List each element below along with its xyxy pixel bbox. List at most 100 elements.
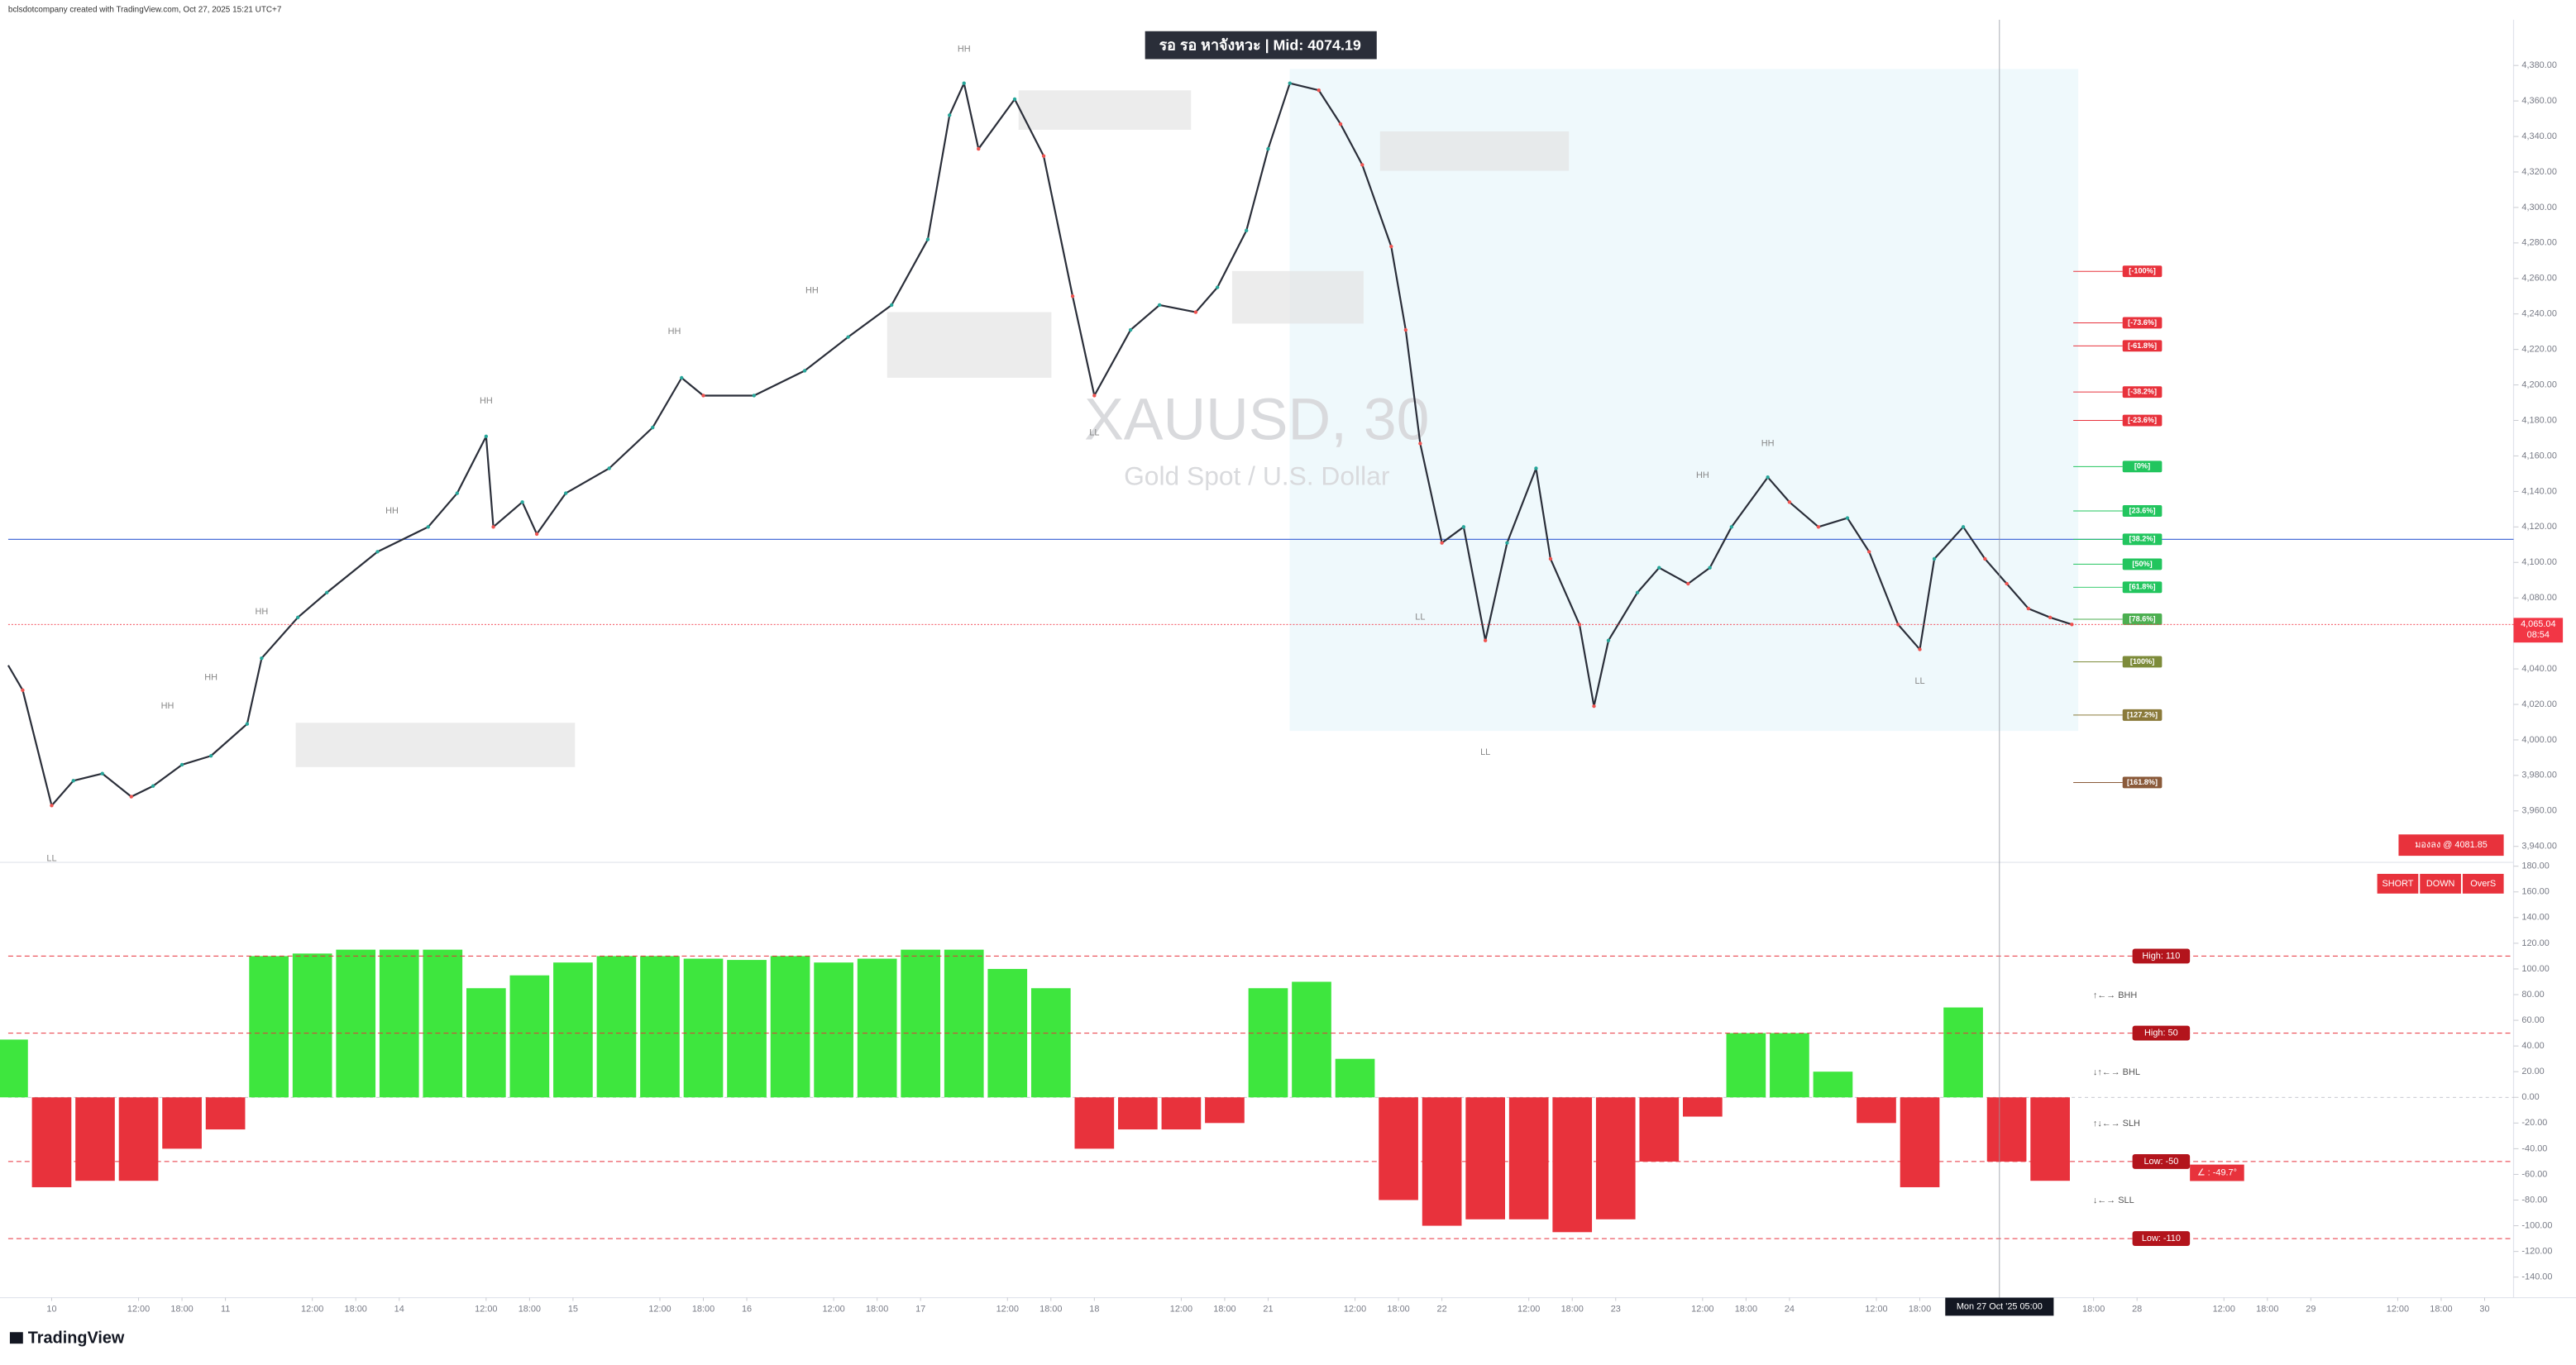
price-point [2048, 615, 2053, 619]
y-tick-label: 4,260.00 [2521, 274, 2556, 284]
histogram-bar [1943, 1007, 1983, 1098]
histogram-bar [640, 956, 680, 1098]
supply-zone [887, 312, 1052, 378]
price-point [802, 369, 807, 373]
price-point [50, 804, 54, 808]
fib-box [2122, 505, 2163, 517]
price-point [375, 550, 380, 554]
x-tick-label: 12:00 [1691, 1304, 1713, 1314]
histogram-bar [1813, 1071, 1853, 1098]
watermark-description: Gold Spot / U.S. Dollar [1124, 461, 1390, 491]
price-point [129, 795, 133, 799]
price-point [520, 500, 524, 504]
price-point [1245, 228, 1249, 233]
x-tick-label: 18:00 [2256, 1304, 2278, 1314]
y-tick-label: 80.00 [2521, 990, 2544, 1000]
price-point [260, 656, 264, 661]
x-tick-label: 18:00 [1735, 1304, 1757, 1314]
histogram-bar [1379, 1097, 1418, 1200]
x-tick-label: 10 [46, 1304, 56, 1314]
histogram-bar [596, 956, 637, 1098]
y-tick-label: 3,960.00 [2521, 806, 2556, 816]
y-tick-label: 4,340.00 [2521, 131, 2556, 141]
price-point [484, 434, 489, 439]
swing-label: LL [1914, 676, 1924, 686]
price-point [1635, 590, 1640, 594]
current-price-box [2513, 618, 2564, 643]
histogram-bar [1639, 1097, 1680, 1162]
logo-text: TradingView [28, 1329, 125, 1347]
histogram-bar [1726, 1033, 1766, 1098]
crosshair-box [1945, 1297, 2054, 1316]
x-tick-label: 18:00 [866, 1304, 888, 1314]
x-tick-label: 18:00 [345, 1304, 367, 1314]
price-point [977, 146, 981, 151]
price-point [1215, 285, 1220, 289]
y-tick-label: -40.00 [2521, 1143, 2547, 1153]
x-tick-label: 18:00 [2430, 1304, 2452, 1314]
level-label: High: 110 [2142, 951, 2180, 961]
histogram-bar [814, 962, 853, 1098]
price-point [1360, 163, 1364, 167]
y-tick-label: 20.00 [2521, 1067, 2544, 1076]
swing-label: HH [1696, 470, 1709, 480]
fib-label: [100%] [2130, 657, 2154, 666]
level-label: High: 50 [2144, 1028, 2178, 1038]
histogram-bar [423, 949, 463, 1098]
fib-box [2122, 414, 2163, 427]
histogram-bar [292, 953, 332, 1098]
x-tick-label: 12:00 [301, 1304, 323, 1314]
price-point [2005, 581, 2009, 586]
swing-label: HH [668, 327, 681, 336]
price-point [1266, 146, 1270, 151]
x-tick-label: 18:00 [519, 1304, 541, 1314]
y-tick-label: -20.00 [2521, 1118, 2547, 1128]
x-tick-label: 12:00 [127, 1304, 150, 1314]
x-tick-label: 18:00 [2082, 1304, 2105, 1314]
fib-label: [161.8%] [2127, 778, 2158, 786]
histogram-bar [205, 1097, 246, 1130]
price-point [1288, 81, 1292, 85]
header-title: bclsdotcompany created with TradingView.… [8, 6, 282, 15]
y-tick-label: 4,080.00 [2521, 593, 2556, 603]
histogram-bar [683, 958, 724, 1098]
side-label: ↓←→ SLL [2093, 1196, 2134, 1205]
histogram-bar [249, 956, 289, 1098]
fib-box [2122, 776, 2163, 789]
x-tick-label: 12:00 [648, 1304, 671, 1314]
price-point [607, 466, 611, 470]
y-tick-label: 60.00 [2521, 1015, 2544, 1025]
price-point [455, 491, 459, 495]
histogram-bar [1161, 1097, 1202, 1130]
x-tick-label: 12:00 [1517, 1304, 1540, 1314]
swing-label: HH [256, 607, 269, 617]
y-tick-label: 120.00 [2521, 938, 2549, 948]
y-tick-label: 3,940.00 [2521, 842, 2556, 852]
supply-zone [1018, 90, 1192, 130]
swing-label: HH [480, 396, 493, 406]
histogram-bar [1030, 988, 1071, 1098]
price-point [1157, 303, 1162, 308]
x-tick-label: 18:00 [1909, 1304, 1931, 1314]
price-point [1128, 327, 1133, 332]
swing-label: HH [958, 45, 971, 55]
histogram-bar [509, 975, 550, 1098]
y-tick-label: 4,380.00 [2521, 60, 2556, 70]
fib-label: [78.6%] [2129, 614, 2156, 623]
price-point [701, 394, 705, 398]
y-tick-label: 4,320.00 [2521, 167, 2556, 177]
fib-box [2122, 581, 2163, 594]
price-point [563, 491, 568, 495]
x-tick-label: 21 [1263, 1304, 1273, 1314]
price-point [1816, 525, 1821, 529]
histogram-bar [379, 949, 419, 1098]
crosshair-label: Mon 27 Oct '25 05:00 [1957, 1301, 2043, 1311]
price-point [1686, 581, 1690, 586]
swing-label: HH [1761, 438, 1775, 448]
fib-label: [-100%] [2129, 267, 2155, 275]
histogram-bar [1857, 1097, 1896, 1124]
x-tick-label: 12:00 [2387, 1304, 2409, 1314]
price-point [491, 525, 495, 529]
y-tick-label: 4,020.00 [2521, 699, 2556, 709]
x-tick-label: 18 [1089, 1304, 1099, 1314]
